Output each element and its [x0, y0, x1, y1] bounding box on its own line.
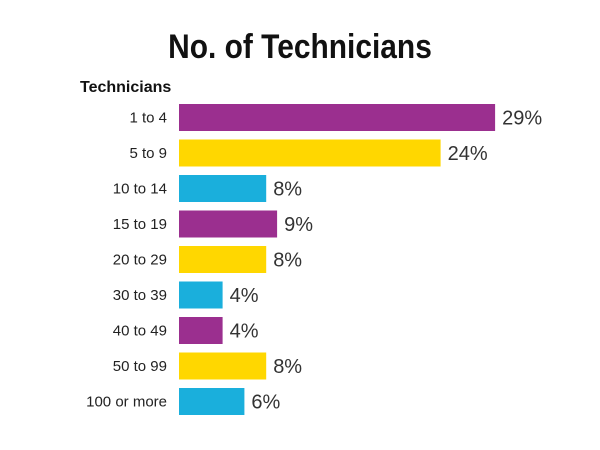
- category-label: 30 to 39: [113, 287, 167, 304]
- category-label: 40 to 49: [113, 323, 167, 340]
- bar: [179, 281, 223, 309]
- category-label: 5 to 9: [129, 145, 167, 162]
- bar: [179, 139, 441, 167]
- chart-title: No. of Technicians: [168, 27, 432, 65]
- category-label: 20 to 29: [113, 252, 167, 269]
- y-axis-label: Technicians: [80, 79, 171, 96]
- value-label: 24%: [448, 143, 488, 165]
- value-label: 29%: [502, 108, 542, 130]
- value-label: 8%: [273, 250, 302, 272]
- category-label: 10 to 14: [113, 181, 167, 198]
- value-label: 6%: [251, 392, 280, 414]
- bar: [179, 352, 267, 380]
- value-label: 4%: [230, 285, 259, 307]
- value-label: 9%: [284, 214, 313, 236]
- category-label: 100 or more: [86, 394, 167, 411]
- bar: [179, 388, 245, 415]
- value-label: 8%: [273, 356, 302, 378]
- category-label: 50 to 99: [113, 358, 167, 375]
- bar: [179, 104, 496, 131]
- category-label: 15 to 19: [113, 216, 167, 233]
- bars-group: 1 to 4 29% 5 to 9 24% 10 to 14 8% 15 to 19 9% 20…: [86, 104, 542, 415]
- value-label: 8%: [273, 179, 302, 201]
- bar: [179, 246, 267, 273]
- bar: [179, 317, 223, 344]
- bar: [179, 175, 267, 202]
- category-label: 1 to 4: [129, 110, 167, 127]
- bar: [179, 210, 278, 238]
- value-label: 4%: [230, 321, 259, 343]
